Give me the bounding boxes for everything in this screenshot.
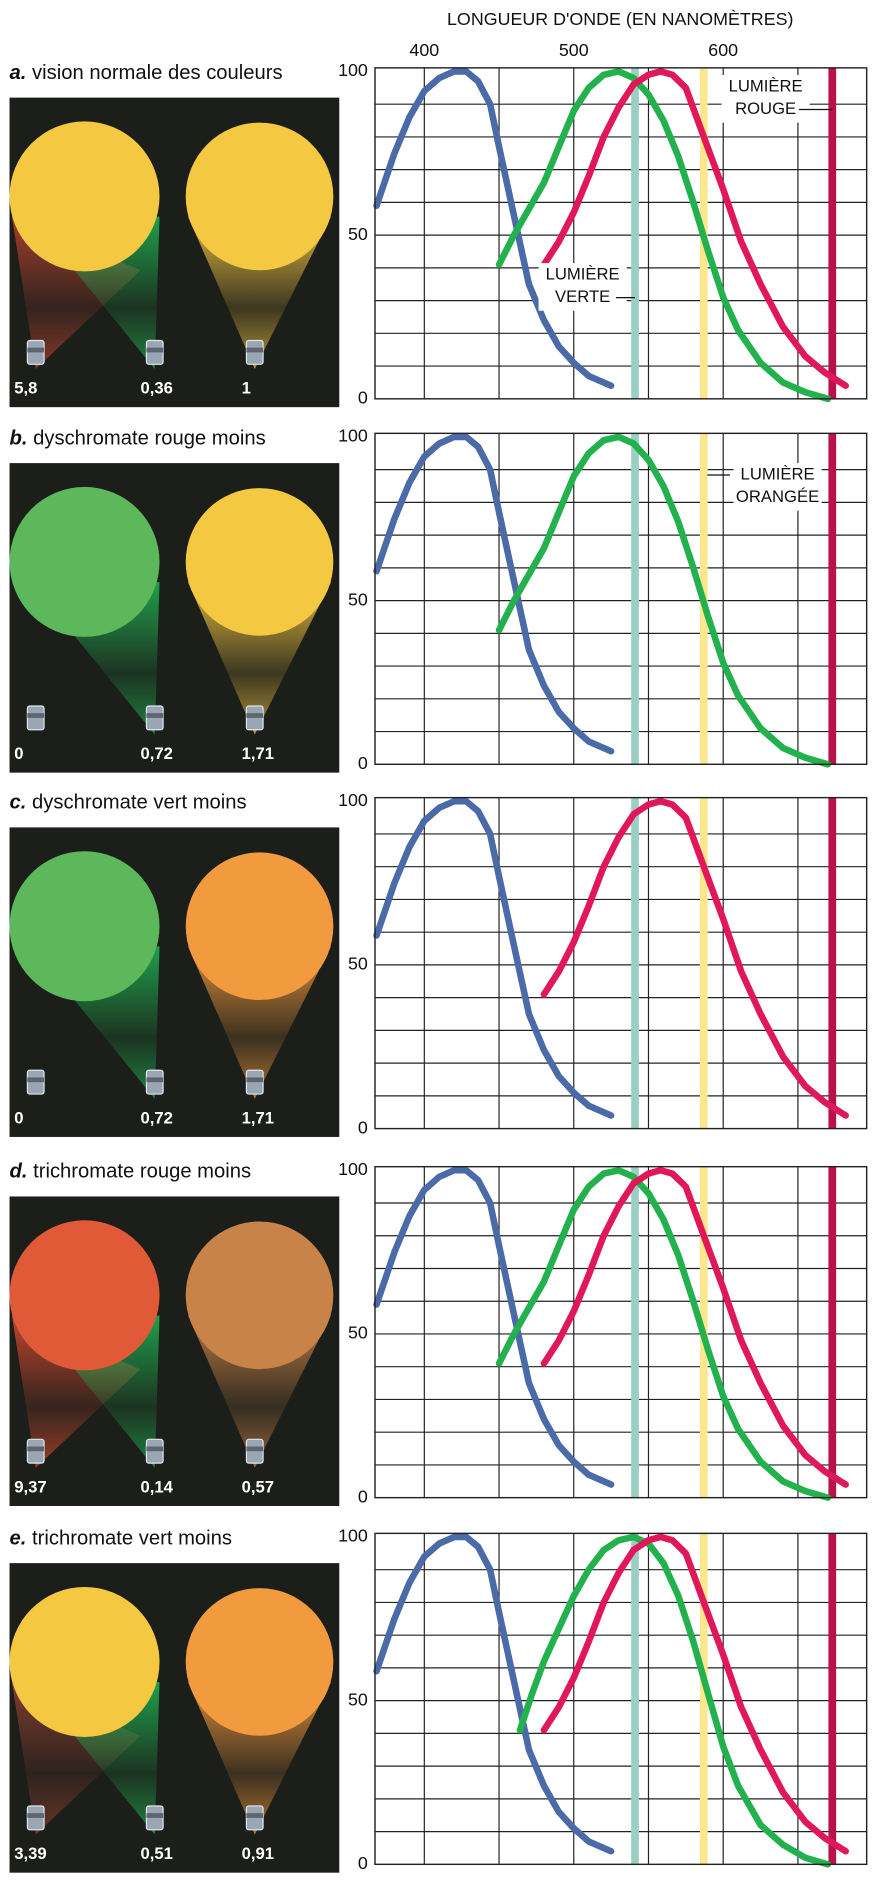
- mixed-color-disc: [10, 487, 160, 637]
- lamp-band: [146, 1077, 163, 1082]
- lamp-band: [246, 713, 263, 718]
- target-color-disc: [186, 1588, 334, 1736]
- lamp-band: [27, 1813, 44, 1818]
- y-tick-label: 100: [338, 426, 368, 446]
- y-tick-label: 100: [338, 790, 368, 810]
- lamp-value: 0,91: [242, 1844, 274, 1863]
- lamp-value: 0,51: [140, 1844, 172, 1863]
- lamp-value: 0,72: [140, 1108, 172, 1127]
- annotation: LUMIÈRE: [741, 464, 815, 483]
- panel-title: d. trichromate rouge moins: [10, 1161, 252, 1183]
- panel-letter: b.: [10, 428, 28, 450]
- lamp: [27, 706, 44, 730]
- lamp-band: [246, 1813, 263, 1818]
- y-tick-label: 0: [358, 1853, 368, 1873]
- target-color-disc: [186, 488, 334, 636]
- lamp-band: [246, 348, 263, 353]
- lamp-band: [246, 1446, 263, 1451]
- annotation: LUMIÈRE: [729, 76, 803, 95]
- panel-letter: d.: [10, 1161, 28, 1183]
- panel-title: c. dyschromate vert moins: [10, 792, 247, 814]
- lamp-value: 0,14: [140, 1478, 173, 1497]
- mixed-color-disc: [10, 851, 160, 1001]
- panel-caption: vision normale des couleurs: [32, 62, 283, 84]
- y-tick-label: 50: [348, 1689, 368, 1709]
- mixed-color-disc: [10, 121, 160, 271]
- y-tick-label: 0: [358, 1117, 368, 1137]
- x-tick-label: 600: [708, 40, 738, 60]
- lamp-band: [27, 713, 44, 718]
- lamp-value: 9,37: [14, 1478, 46, 1497]
- lamp: [246, 706, 263, 730]
- annotation: VERTE: [555, 287, 610, 306]
- y-tick-label: 50: [348, 589, 368, 609]
- lamp-band: [246, 1077, 263, 1082]
- y-tick-label: 0: [358, 1486, 368, 1506]
- x-tick-label: 500: [559, 40, 589, 60]
- y-tick-label: 50: [348, 954, 368, 974]
- lamp-band: [146, 1446, 163, 1451]
- y-tick-label: 0: [358, 388, 368, 408]
- target-color-disc: [186, 123, 334, 271]
- panel-letter: a.: [10, 62, 27, 84]
- y-tick-label: 50: [348, 224, 368, 244]
- lamp: [146, 1439, 163, 1463]
- x-axis-title: LONGUEUR D'ONDE (EN NANOMÈTRES): [447, 9, 793, 29]
- panel-title: a. vision normale des couleurs: [10, 62, 283, 84]
- lamp-band: [146, 348, 163, 353]
- page: {"chart_data": [ {"type": "line", "panel…: [0, 0, 875, 1881]
- y-tick-label: 100: [338, 1159, 368, 1179]
- panel-letter: c.: [10, 792, 27, 814]
- annotation: ROUGE: [735, 99, 796, 118]
- lamp-band: [146, 1813, 163, 1818]
- plot-area: [375, 1533, 867, 1864]
- x-tick-label: 400: [409, 40, 439, 60]
- panel-caption: dyschromate rouge moins: [33, 428, 266, 450]
- annotation: LUMIÈRE: [546, 264, 620, 283]
- plot-area: [375, 1167, 867, 1498]
- lamp-value: 1: [242, 379, 251, 398]
- lamp-value: 5,8: [14, 379, 37, 398]
- y-tick-label: 50: [348, 1323, 368, 1343]
- target-color-disc: [186, 852, 334, 1000]
- lamp-value: 1,71: [242, 744, 274, 763]
- lamp-value: 0,57: [242, 1478, 274, 1497]
- lamp: [246, 1439, 263, 1463]
- panel-caption: trichromate vert moins: [32, 1528, 232, 1550]
- y-tick-label: 100: [338, 1526, 368, 1546]
- figure: LONGUEUR D'ONDE (EN NANOMÈTRES) 40050060…: [0, 0, 875, 1881]
- lamp-band: [27, 1446, 44, 1451]
- plot-area: [375, 798, 867, 1129]
- lamp-value: 0: [14, 1108, 23, 1127]
- panel-caption: dyschromate vert moins: [32, 792, 247, 814]
- panel-caption: trichromate rouge moins: [33, 1161, 251, 1183]
- y-tick-label: 0: [358, 753, 368, 773]
- lamp: [146, 706, 163, 730]
- mixed-color-disc: [10, 1220, 160, 1370]
- annotation: ORANGÉE: [736, 487, 819, 506]
- lamp-band: [27, 348, 44, 353]
- target-color-disc: [186, 1221, 334, 1369]
- lamp: [27, 1439, 44, 1463]
- lamp-value: 3,39: [14, 1844, 46, 1863]
- panel-letter: e.: [10, 1528, 27, 1550]
- lamp-value: 0,36: [140, 379, 172, 398]
- lamp-value: 0,72: [140, 744, 172, 763]
- panel-title: e. trichromate vert moins: [10, 1528, 232, 1550]
- lamp-band: [27, 1077, 44, 1082]
- y-tick-label: 100: [338, 60, 368, 80]
- lamp-value: 0: [14, 744, 23, 763]
- lamp-band: [146, 713, 163, 718]
- panel-title: b. dyschromate rouge moins: [10, 428, 266, 450]
- lamp-value: 1,71: [242, 1108, 274, 1127]
- mixed-color-disc: [10, 1587, 160, 1737]
